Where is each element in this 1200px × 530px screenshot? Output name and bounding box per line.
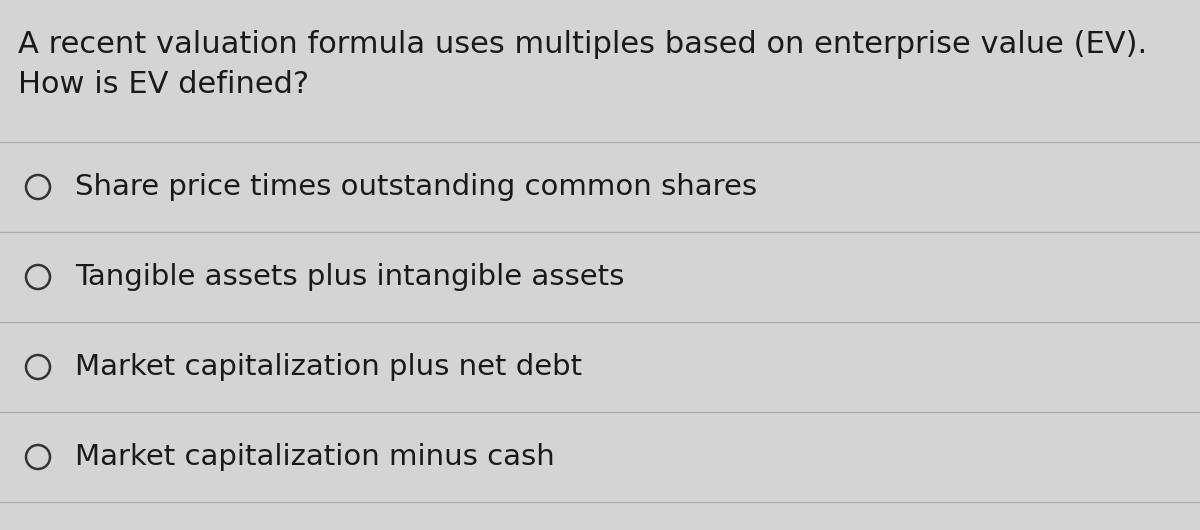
Text: Tangible assets plus intangible assets: Tangible assets plus intangible assets (74, 263, 624, 291)
Text: Share price times outstanding common shares: Share price times outstanding common sha… (74, 173, 757, 201)
Text: How is EV defined?: How is EV defined? (18, 70, 310, 99)
Text: Market capitalization plus net debt: Market capitalization plus net debt (74, 353, 582, 381)
Text: A recent valuation formula uses multiples based on enterprise value (EV).: A recent valuation formula uses multiple… (18, 30, 1147, 59)
Text: Market capitalization minus cash: Market capitalization minus cash (74, 443, 554, 471)
